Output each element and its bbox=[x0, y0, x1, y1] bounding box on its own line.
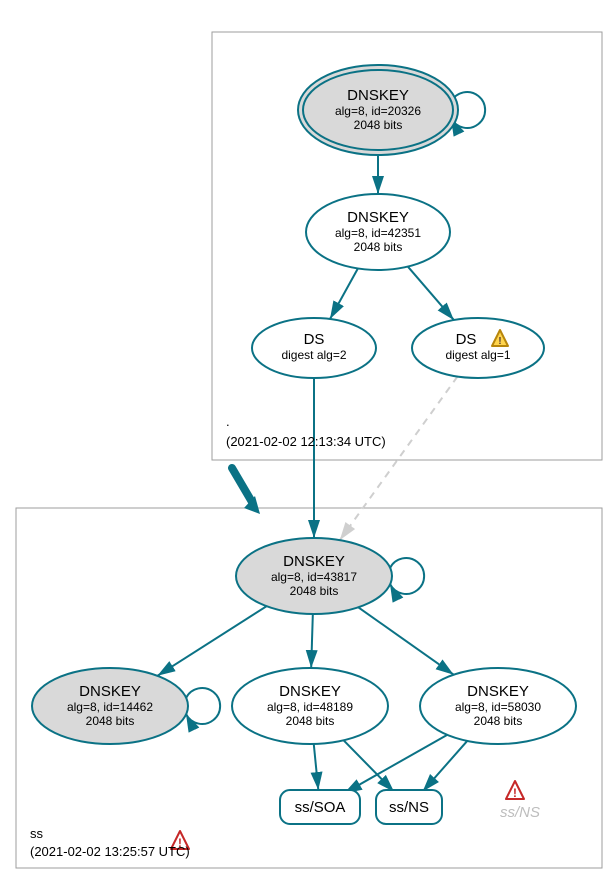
edge-ds1-ss_ksk bbox=[340, 377, 458, 541]
node-sub2: 2048 bits bbox=[354, 118, 403, 132]
node-ss_k3: DNSKEYalg=8, id=580302048 bits bbox=[420, 668, 576, 744]
rrset-ns: ss/NS bbox=[376, 790, 442, 824]
node-title: DNSKEY bbox=[279, 683, 341, 700]
edge-self-ss_ksk bbox=[390, 558, 424, 594]
node-title: DS bbox=[456, 331, 477, 348]
node-ss_ksk: DNSKEYalg=8, id=438172048 bits bbox=[236, 538, 392, 614]
node-sub1: alg=8, id=48189 bbox=[267, 700, 353, 714]
svg-text:!: ! bbox=[513, 787, 517, 800]
edge-ss_k2-ns bbox=[344, 740, 395, 792]
rrset-soa: ss/SOA bbox=[280, 790, 360, 824]
edge-ss_ksk-ss_k1 bbox=[157, 606, 266, 676]
node-title: DS bbox=[304, 331, 325, 348]
node-ss_k2: DNSKEYalg=8, id=481892048 bits bbox=[232, 668, 388, 744]
edge-ss_k2-soa bbox=[314, 744, 319, 790]
node-root_ksk: DNSKEYalg=8, id=203262048 bits bbox=[298, 65, 458, 155]
ss-ns-insecure: ss/NS bbox=[500, 804, 540, 821]
node-title: DNSKEY bbox=[347, 209, 409, 226]
node-sub1: digest alg=1 bbox=[445, 348, 510, 362]
edge-self-ss_k1 bbox=[186, 688, 220, 724]
node-sub1: alg=8, id=58030 bbox=[455, 700, 541, 714]
node-root_zsk: DNSKEYalg=8, id=423512048 bits bbox=[306, 194, 450, 270]
node-title: DNSKEY bbox=[79, 683, 141, 700]
node-sub2: 2048 bits bbox=[286, 714, 335, 728]
node-sub1: alg=8, id=43817 bbox=[271, 570, 357, 584]
zone-ts-ss: (2021-02-02 13:25:57 UTC) bbox=[30, 844, 190, 859]
zone-label-ss: ss bbox=[30, 826, 44, 841]
node-title: DNSKEY bbox=[347, 87, 409, 104]
edge-ss_ksk-ss_k2 bbox=[311, 614, 313, 668]
node-sub2: 2048 bits bbox=[354, 240, 403, 254]
edge-ss_k3-soa bbox=[344, 735, 447, 794]
node-ds1: DS!digest alg=1 bbox=[412, 318, 544, 378]
edge-root_zsk-ds1 bbox=[408, 267, 454, 320]
delegation-arrow bbox=[232, 468, 252, 502]
node-sub2: 2048 bits bbox=[290, 584, 339, 598]
node-sub1: digest alg=2 bbox=[281, 348, 346, 362]
node-sub2: 2048 bits bbox=[86, 714, 135, 728]
node-ds2: DSdigest alg=2 bbox=[252, 318, 376, 378]
rrset-label: ss/SOA bbox=[295, 799, 346, 816]
node-sub1: alg=8, id=14462 bbox=[67, 700, 153, 714]
zone-label-root: . bbox=[226, 414, 230, 429]
node-sub1: alg=8, id=20326 bbox=[335, 104, 421, 118]
node-title: DNSKEY bbox=[467, 683, 529, 700]
edge-ss_k3-ns bbox=[423, 741, 468, 792]
rrset-label: ss/NS bbox=[389, 799, 429, 816]
svg-text:!: ! bbox=[498, 336, 501, 347]
edge-ss_ksk-ss_k3 bbox=[358, 607, 453, 674]
node-sub1: alg=8, id=42351 bbox=[335, 226, 421, 240]
node-title: DNSKEY bbox=[283, 553, 345, 570]
node-ss_k1: DNSKEYalg=8, id=144622048 bits bbox=[32, 668, 188, 744]
edge-root_zsk-ds2 bbox=[330, 268, 358, 319]
node-sub2: 2048 bits bbox=[474, 714, 523, 728]
zone-ts-root: (2021-02-02 12:13:34 UTC) bbox=[226, 434, 386, 449]
